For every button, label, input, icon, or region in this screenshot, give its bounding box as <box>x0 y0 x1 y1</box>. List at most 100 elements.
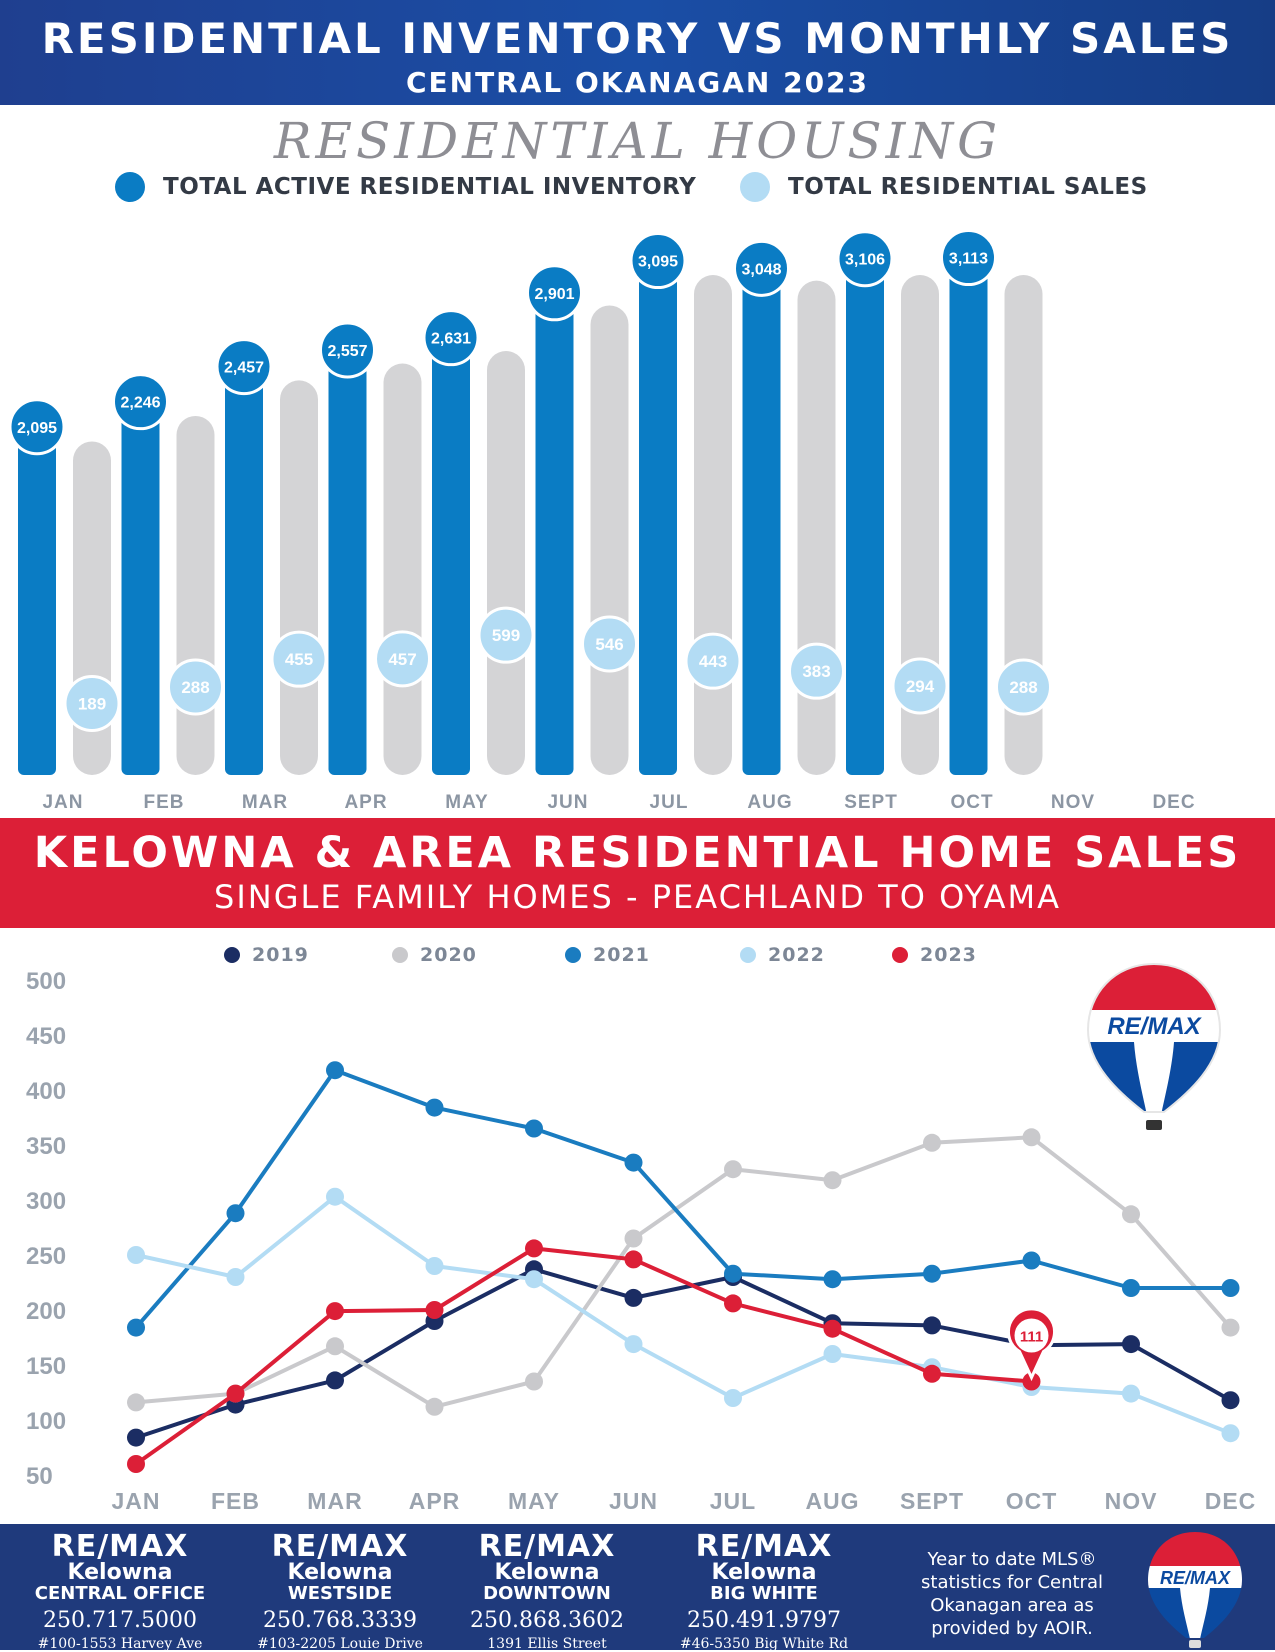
series-point-2022 <box>624 1335 643 1354</box>
office-city: Kelowna <box>67 1560 173 1585</box>
series-point-2019 <box>923 1316 941 1335</box>
sales-value-label: 294 <box>906 677 935 696</box>
bar-x-tick-label: MAY <box>445 792 488 813</box>
inventory-bar-jul <box>639 260 677 775</box>
x-tick-label: OCT <box>1006 1488 1058 1514</box>
bar-x-tick-label: DEC <box>1152 792 1195 813</box>
office-phone[interactable]: 250.868.3602 <box>470 1608 624 1633</box>
office-address: 1391 Ellis Street <box>487 1636 607 1652</box>
series-point-2021 <box>1022 1251 1041 1270</box>
bar-x-tick-label: SEPT <box>844 792 898 813</box>
sales-bubble-jan <box>63 675 121 732</box>
bar-x-tick-label: OCT <box>950 792 993 813</box>
series-point-2023 <box>525 1239 543 1258</box>
page-title: RESIDENTIAL INVENTORY VS MONTHLY SALES <box>41 14 1234 63</box>
annotation-value-label: 111 <box>1020 1329 1043 1346</box>
legend-dot-sales-icon <box>740 172 770 202</box>
legend-label-2021: 2021 <box>593 944 650 966</box>
inventory-value-label: 2,457 <box>224 360 264 377</box>
sales-bar-mar <box>280 380 318 775</box>
bar-x-tick-label: JUN <box>547 792 588 813</box>
bar-x-tick-label: MAR <box>242 792 288 813</box>
series-point-2023 <box>425 1301 444 1319</box>
series-point-2020 <box>127 1393 145 1412</box>
series-point-2019 <box>127 1428 145 1447</box>
sales-bubble-jul <box>684 632 742 690</box>
legend-dot-2019-icon <box>224 947 240 963</box>
sales-value-label: 383 <box>802 662 830 681</box>
sales-value-label: 288 <box>181 678 209 697</box>
inventory-bar-aug <box>742 268 781 775</box>
line-chart-legend: 2019 2020 2021 2022 2023 <box>0 944 1275 972</box>
legend-label-2023: 2023 <box>920 944 977 966</box>
remax-balloon-logo: RE/MAX <box>1086 962 1222 1130</box>
sales-value-label: 443 <box>699 652 727 671</box>
office-phone[interactable]: 250.768.3339 <box>263 1608 417 1633</box>
x-tick-label: JAN <box>111 1488 160 1514</box>
inventory-bar-apr <box>328 349 367 775</box>
home-sales-line-chart: 500 450 400 350 300 250 200 150 100 50 JAN FEB MAR A… <box>26 968 1255 1514</box>
y-tick-label: 400 <box>26 1078 66 1105</box>
series-point-2022 <box>525 1270 543 1289</box>
office-city: Kelowna <box>711 1560 817 1585</box>
inventory-bar-oct <box>949 257 988 775</box>
series-point-2022 <box>724 1389 742 1407</box>
inventory-bar-sept <box>846 258 884 775</box>
legend-label-inventory: TOTAL ACTIVE RESIDENTIAL INVENTORY <box>163 174 697 200</box>
series-point-2021 <box>525 1119 543 1138</box>
series-point-2023 <box>724 1294 742 1313</box>
series-point-2023 <box>624 1250 643 1269</box>
inventory-bar-mar <box>225 366 263 775</box>
section2-header: KELOWNA & AREA RESIDENTIAL HOME SALES SI… <box>0 818 1275 928</box>
section2-title: KELOWNA & AREA RESIDENTIAL HOME SALES <box>33 828 1242 878</box>
inventory-value-label: 3,113 <box>949 251 988 268</box>
inventory-bubble-aug <box>733 239 790 297</box>
inventory-value-label: 2,246 <box>120 395 160 412</box>
legend-item-inventory: TOTAL ACTIVE RESIDENTIAL INVENTORY <box>115 172 696 202</box>
office-westside: RE/MAX Kelowna WESTSIDE 250.768.3339 #10… <box>230 1532 450 1652</box>
series-point-2022 <box>823 1345 842 1363</box>
inventory-value-label: 2,557 <box>327 343 367 360</box>
sales-value-label: 546 <box>595 635 623 654</box>
series-line-2023 <box>134 1246 1032 1466</box>
series-point-2021 <box>127 1318 145 1337</box>
x-tick-label: JUL <box>710 1488 756 1514</box>
inventory-value-label: 3,095 <box>638 254 678 271</box>
sales-bubble-mar <box>270 630 328 688</box>
office-name: DOWNTOWN <box>483 1583 611 1604</box>
series-point-2020 <box>525 1372 543 1391</box>
legend-dot-2020-icon <box>392 947 408 963</box>
x-tick-label: APR <box>409 1488 461 1514</box>
office-city: Kelowna <box>494 1560 600 1585</box>
legend-label-sales: TOTAL RESIDENTIAL SALES <box>788 174 1148 200</box>
sales-bar-apr <box>383 363 422 775</box>
office-phone[interactable]: 250.491.9797 <box>687 1608 841 1633</box>
series-point-2023 <box>127 1455 145 1473</box>
inventory-value-label: 2,095 <box>17 420 57 437</box>
sales-value-label: 455 <box>285 650 313 669</box>
y-tick-label: 450 <box>26 1023 66 1050</box>
series-point-2023 <box>923 1364 941 1383</box>
series-point-2021 <box>425 1098 444 1117</box>
office-phone[interactable]: 250.717.5000 <box>43 1608 197 1633</box>
sales-bar-aug <box>797 280 836 775</box>
legend-item-2022: 2022 <box>740 944 825 966</box>
series-point-2020 <box>425 1397 444 1416</box>
sales-bubble-oct <box>995 658 1052 716</box>
bar-x-tick-label: JAN <box>42 792 83 813</box>
office-address: #46-5350 Big White Rd <box>679 1636 849 1652</box>
series-point-2023 <box>823 1319 842 1338</box>
x-tick-label: AUG <box>805 1488 859 1514</box>
inventory-bubble-jun <box>526 264 583 322</box>
office-central: RE/MAX Kelowna CENTRAL OFFICE 250.717.50… <box>10 1532 230 1652</box>
office-city: Kelowna <box>287 1560 393 1585</box>
series-point-2020 <box>724 1160 742 1179</box>
sales-bar-oct <box>1004 275 1043 775</box>
inventory-value-label: 3,048 <box>741 261 781 278</box>
section1-script-title: RESIDENTIAL HOUSING <box>273 112 1002 170</box>
legend-item-2021: 2021 <box>565 944 650 966</box>
legend-dot-2022-icon <box>740 947 756 963</box>
sales-bar-sept <box>901 275 939 775</box>
inventory-bubble-mar <box>215 338 273 396</box>
legend-label-2020: 2020 <box>420 944 477 966</box>
